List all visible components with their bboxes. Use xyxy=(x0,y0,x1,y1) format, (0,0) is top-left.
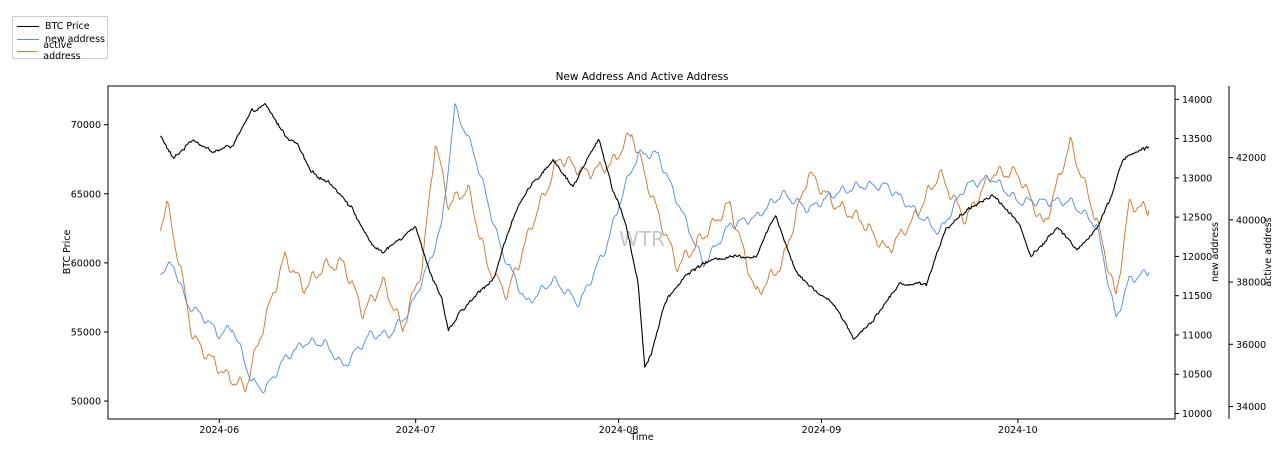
series-line-btc-price xyxy=(159,102,1150,368)
new-address-axis-tick-label-11000: 11000 xyxy=(1182,330,1212,341)
btc-price-axis-tick-label-65000: 65000 xyxy=(71,189,101,200)
active-address-axis-tick-label-38000: 38000 xyxy=(1236,278,1266,289)
new-address-axis-tick-label-13000: 13000 xyxy=(1182,173,1212,184)
btc-price-axis-tick-label-60000: 60000 xyxy=(71,258,101,269)
chart-legend: BTC Price new address active address xyxy=(12,16,108,62)
series-line-new-address xyxy=(160,103,1150,394)
new-address-axis-tick-label-10500: 10500 xyxy=(1182,370,1212,381)
legend-label-new-address: new address xyxy=(45,33,105,45)
btc-price-axis-tick-label-50000: 50000 xyxy=(71,397,101,408)
plot-area xyxy=(107,85,1176,420)
y-axis-new-address: 10000 10500 11000 11500 12000 12500 13000 13500… xyxy=(1175,95,1212,420)
active-address-axis-tick-label-36000: 36000 xyxy=(1236,340,1266,351)
active-address-axis-tick-label-42000: 42000 xyxy=(1236,153,1266,164)
watermark: WTR xyxy=(619,227,665,251)
x-axis: 2024-06 2024-07 2024-08 2024-09 2024-10 xyxy=(199,419,1038,436)
x-tick-label-2024-09: 2024-09 xyxy=(802,425,842,436)
legend-label-btc-price: BTC Price xyxy=(45,20,90,32)
legend-item-btc-price: BTC Price xyxy=(17,20,90,32)
legend-swatch-new-address xyxy=(17,38,39,40)
btc-price-axis-tick-label-55000: 55000 xyxy=(71,327,101,338)
legend-item-active-address: active address xyxy=(17,40,107,62)
new-address-axis-tick-label-14000: 14000 xyxy=(1182,95,1212,106)
new-address-axis-tick-label-12500: 12500 xyxy=(1182,213,1212,224)
y-axis-label-btc-price: BTC Price xyxy=(62,230,73,275)
y-axis-label-new-address: new address xyxy=(1210,222,1221,282)
active-address-axis-tick-label-40000: 40000 xyxy=(1236,215,1266,226)
x-tick-label-2024-06: 2024-06 xyxy=(199,425,239,436)
new-address-axis-tick-label-11500: 11500 xyxy=(1182,291,1212,302)
legend-swatch-btc-price xyxy=(17,25,39,27)
legend-label-active-address: active address xyxy=(43,40,81,62)
series-layer xyxy=(159,102,1150,394)
x-tick-label-2024-08: 2024-08 xyxy=(599,425,639,436)
series-line-active-address xyxy=(159,132,1150,393)
y-axis-active-address: 34000 36000 38000 40000 42000 xyxy=(1229,153,1266,413)
y-axis-label-active-address: active address xyxy=(1263,217,1274,286)
new-address-axis-tick-label-13500: 13500 xyxy=(1182,134,1212,145)
x-axis-label: Time xyxy=(629,432,653,443)
legend-swatch-active-address xyxy=(17,50,38,52)
new-address-axis-tick-label-10000: 10000 xyxy=(1182,409,1212,420)
new-address-axis-tick-label-12000: 12000 xyxy=(1182,252,1212,263)
btc-price-axis-tick-label-70000: 70000 xyxy=(71,120,101,131)
active-address-axis-tick-label-34000: 34000 xyxy=(1236,402,1266,413)
x-tick-label-2024-10: 2024-10 xyxy=(998,425,1038,436)
y-axis-btc-price: 50000 55000 60000 65000 70000 xyxy=(71,120,108,408)
chart-title: New Address And Active Address xyxy=(556,71,729,83)
x-tick-label-2024-07: 2024-07 xyxy=(396,425,436,436)
legend-item-new-address: new address xyxy=(17,33,105,45)
